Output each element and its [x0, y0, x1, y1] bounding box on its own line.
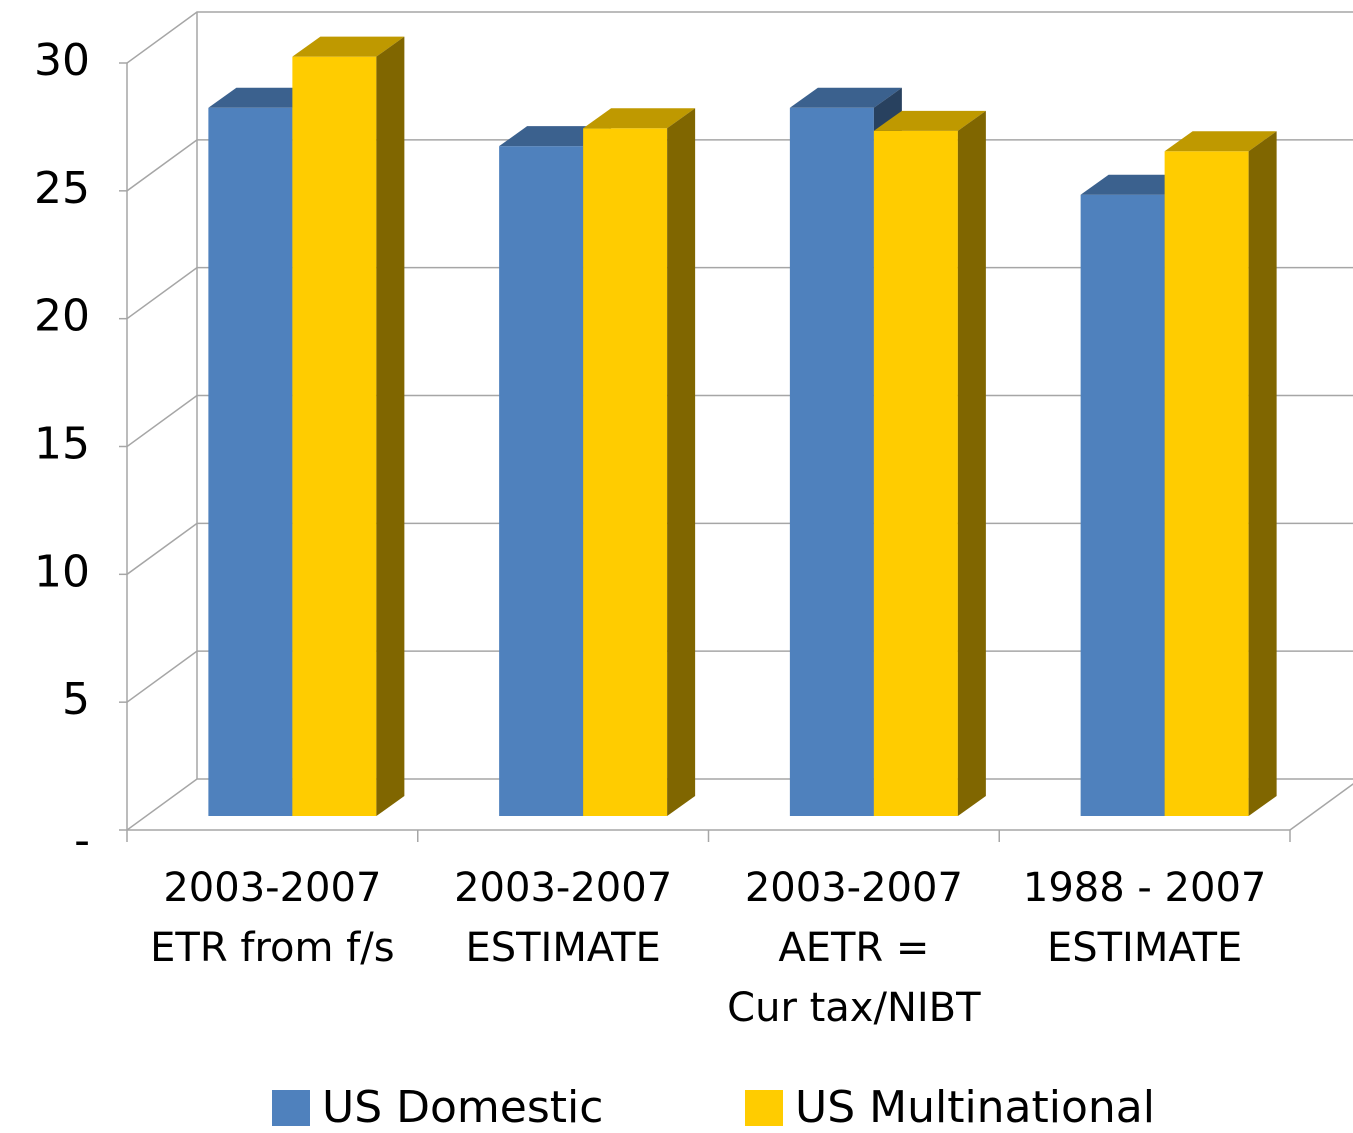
- bar-top: [292, 36, 405, 57]
- bar: [583, 128, 668, 817]
- x-tick-label: 2003-2007: [454, 865, 672, 911]
- y-tick-label: 20: [34, 291, 90, 342]
- bar-top: [583, 108, 696, 129]
- bar: [1080, 194, 1165, 817]
- x-tick-label: 1988 - 2007: [1023, 865, 1266, 911]
- bar: [292, 56, 377, 817]
- x-tick-label: AETR =: [778, 925, 929, 971]
- bar: [789, 107, 874, 816]
- bar: [1164, 151, 1249, 816]
- y-tick-label: 10: [34, 546, 90, 597]
- bar-side: [667, 108, 696, 817]
- y-tick-label: 30: [34, 35, 90, 86]
- bar-top: [789, 87, 902, 108]
- y-tick-label: 5: [62, 674, 90, 725]
- bar-side: [957, 110, 986, 816]
- bar-top: [873, 110, 986, 131]
- bar: [873, 130, 958, 816]
- legend-label: US Multinational: [795, 1082, 1155, 1133]
- axis-line: [1289, 783, 1353, 831]
- legend-label: US Domestic: [322, 1082, 603, 1133]
- grid-line: [126, 11, 1353, 64]
- x-tick-label: 2003-2007: [163, 865, 381, 911]
- bar-side: [376, 36, 405, 817]
- y-tick-label: 15: [34, 419, 90, 470]
- bar-side: [1248, 131, 1277, 816]
- legend-swatch: [745, 1090, 783, 1126]
- bar: [499, 146, 584, 817]
- y-tick-label: 25: [34, 163, 90, 214]
- bar-top: [1164, 131, 1277, 152]
- x-tick-label: 2003-2007: [745, 865, 963, 911]
- x-tick-label: ETR from f/s: [150, 925, 394, 971]
- legend-swatch: [272, 1090, 310, 1126]
- x-tick-label: ESTIMATE: [1047, 925, 1242, 971]
- x-tick-label: ESTIMATE: [465, 925, 660, 971]
- y-tick-label: -: [74, 815, 90, 866]
- bar: [208, 107, 293, 816]
- x-tick-label: Cur tax/NIBT: [727, 985, 981, 1031]
